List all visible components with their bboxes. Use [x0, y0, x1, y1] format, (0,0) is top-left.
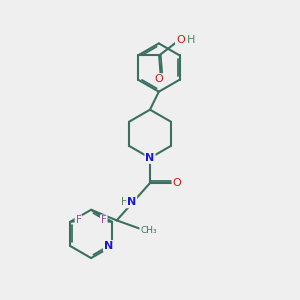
Text: H: H	[187, 35, 196, 45]
Text: O: O	[176, 35, 185, 45]
Text: F: F	[76, 215, 81, 225]
Text: O: O	[155, 74, 164, 84]
Text: N: N	[146, 153, 154, 163]
Text: H: H	[121, 197, 128, 207]
Text: N: N	[127, 197, 136, 207]
Text: F: F	[101, 215, 107, 225]
Text: CH₃: CH₃	[140, 226, 157, 235]
Text: N: N	[104, 241, 113, 251]
Text: O: O	[173, 178, 182, 188]
